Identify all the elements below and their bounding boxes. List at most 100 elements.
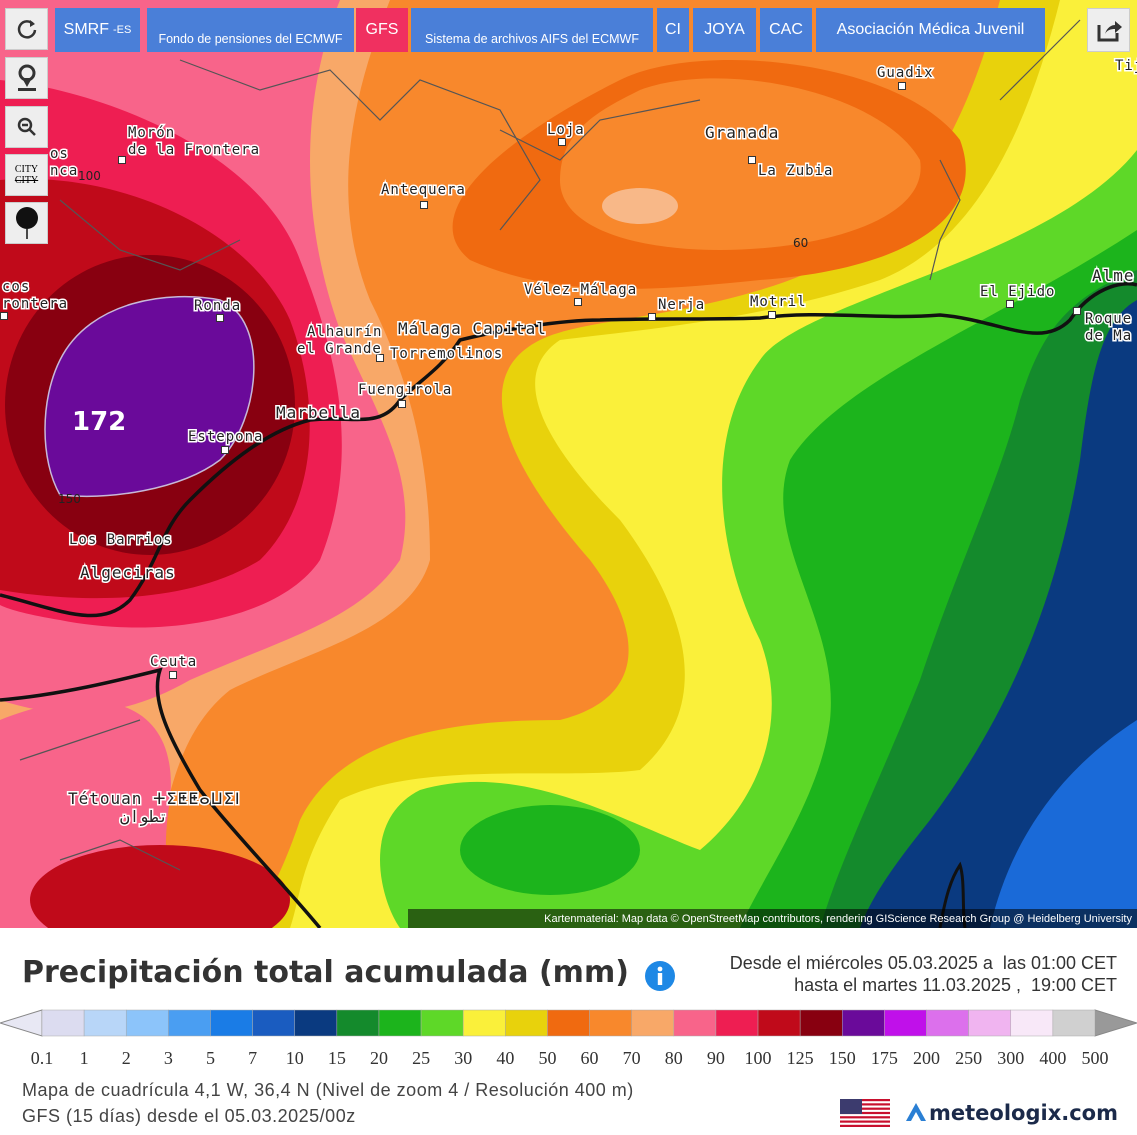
area bbox=[990, 720, 1137, 928]
toolbar-button[interactable]: Sistema de archivos AIFS del ECMWF bbox=[411, 8, 653, 52]
toolbar-button[interactable]: CI bbox=[657, 8, 689, 52]
coastline bbox=[0, 282, 1137, 618]
place-label: Antequera bbox=[381, 182, 466, 198]
legend-swatch bbox=[420, 1009, 464, 1037]
place-label: nca bbox=[50, 163, 78, 179]
place-label: El Ejido bbox=[980, 284, 1055, 300]
legend-tick-label: 5 bbox=[206, 1048, 215, 1068]
legend-title-text: Precipitación total acumulada (mm) bbox=[22, 955, 629, 990]
brand-logo[interactable]: meteologix.com bbox=[903, 1099, 1123, 1129]
place-label: Fuengirola bbox=[358, 382, 452, 398]
zoom-button[interactable] bbox=[5, 106, 48, 148]
place-label: Ceuta bbox=[150, 654, 197, 670]
place-label: Tij bbox=[1115, 58, 1137, 74]
toolbar-button[interactable]: Fondo de pensiones del ECMWF bbox=[147, 8, 354, 52]
button-label: Sistema de archivos AIFS del ECMWF bbox=[425, 32, 639, 46]
place-label: La Zubia bbox=[758, 163, 833, 179]
button-label: CI bbox=[665, 21, 681, 38]
legend-arrow-high bbox=[1094, 1009, 1137, 1037]
model-info: GFS (15 días) desde el 05.03.2025/00z bbox=[22, 1106, 356, 1126]
brand: meteologix.com bbox=[929, 1101, 1118, 1125]
button-label: CAC bbox=[769, 21, 803, 38]
contour-label: 100 bbox=[78, 169, 101, 183]
icon bbox=[15, 207, 38, 239]
location-button[interactable] bbox=[5, 57, 48, 99]
coastline bbox=[0, 667, 322, 928]
legend-arrow-low bbox=[0, 1009, 43, 1037]
toolbar-button[interactable]: JOYA bbox=[693, 8, 756, 52]
place-label: Granada bbox=[705, 123, 779, 142]
legend-swatch bbox=[842, 1009, 885, 1037]
button-label: Asociación Médica Juvenil bbox=[836, 21, 1025, 38]
legend-swatch bbox=[799, 1009, 843, 1037]
legend-title: Precipitación total acumulada (mm) bbox=[22, 955, 629, 990]
legend-tick-label: 2 bbox=[122, 1048, 131, 1068]
legend-tick-label: 125 bbox=[787, 1048, 814, 1068]
legend-swatch bbox=[757, 1009, 801, 1037]
legend-swatch bbox=[926, 1009, 969, 1037]
place-marker bbox=[1073, 307, 1081, 315]
flag-us[interactable] bbox=[840, 1099, 890, 1127]
contour-label: 60 bbox=[793, 236, 808, 250]
place-label: Marbella bbox=[276, 403, 361, 422]
button-label: JOYA bbox=[704, 21, 745, 38]
legend-swatch bbox=[589, 1009, 632, 1037]
max-value: 172 bbox=[72, 407, 126, 437]
place-label: Motril bbox=[750, 294, 807, 310]
share-button[interactable] bbox=[1087, 8, 1130, 52]
toolbar-button[interactable]: SMRF -ES bbox=[55, 8, 140, 52]
place-label: Loja bbox=[547, 122, 585, 138]
place-label: Los Barrios bbox=[69, 532, 173, 548]
legend-tick-label: 90 bbox=[707, 1048, 725, 1068]
icon bbox=[17, 64, 36, 91]
legend-tick-label: 400 bbox=[1039, 1048, 1066, 1068]
legend-swatch bbox=[210, 1009, 253, 1037]
legend-tick-label: 300 bbox=[997, 1048, 1024, 1068]
place-label: Ronda bbox=[194, 298, 241, 314]
grid-info: Mapa de cuadrícula 4,1 W, 36,4 N (Nivel … bbox=[22, 1080, 634, 1100]
city-button[interactable]: CITY CITY bbox=[5, 154, 48, 196]
place-marker bbox=[558, 138, 566, 146]
legend-tick-label: 20 bbox=[370, 1048, 388, 1068]
legend-swatch bbox=[715, 1009, 759, 1037]
place-marker bbox=[221, 446, 229, 454]
place-marker bbox=[118, 156, 126, 164]
toolbar-button[interactable]: CAC bbox=[760, 8, 812, 52]
legend-tick-label: 500 bbox=[1082, 1048, 1109, 1068]
legend-tick-label: 30 bbox=[454, 1048, 472, 1068]
legend-swatch bbox=[41, 1009, 85, 1037]
refresh-button[interactable] bbox=[5, 8, 48, 50]
legend-tick-label: 40 bbox=[496, 1048, 514, 1068]
info-icon[interactable] bbox=[644, 960, 676, 992]
toolbar-button[interactable]: GFS bbox=[356, 8, 408, 52]
place-label: Guadix bbox=[877, 65, 934, 81]
place-marker bbox=[748, 156, 756, 164]
button-label: SMRF bbox=[63, 21, 109, 38]
icon bbox=[1097, 21, 1122, 42]
legend-tick-label: 1 bbox=[80, 1048, 89, 1068]
place-marker bbox=[0, 312, 8, 320]
button-suffix: -ES bbox=[112, 24, 132, 36]
legend-tick-label: 175 bbox=[871, 1048, 898, 1068]
attribution: Kartenmaterial: Map data © OpenStreetMap… bbox=[544, 913, 1132, 925]
place-marker bbox=[648, 313, 656, 321]
legend-swatch bbox=[336, 1009, 380, 1037]
marker-button[interactable] bbox=[5, 202, 48, 244]
legend-swatch bbox=[294, 1009, 338, 1037]
place-label: os bbox=[50, 146, 69, 162]
place-marker bbox=[574, 298, 582, 306]
contour-label: 150 bbox=[58, 492, 81, 506]
legend-swatch bbox=[252, 1009, 295, 1037]
place-label: Tétouan ⵜⵉⵟⵟⴰⵡⵉⵏ bbox=[68, 789, 241, 808]
toolbar-button[interactable]: Asociación Médica Juvenil bbox=[816, 8, 1045, 52]
legend-swatch bbox=[1052, 1009, 1096, 1037]
legend-tick-label: 15 bbox=[328, 1048, 346, 1068]
legend-tick-label: 50 bbox=[538, 1048, 556, 1068]
legend-tick-label: 60 bbox=[581, 1048, 599, 1068]
legend-tick-label: 25 bbox=[412, 1048, 430, 1068]
area bbox=[44, 295, 255, 497]
period-start: Desde el miércoles 05.03.2025 a las 01:0… bbox=[729, 953, 1117, 973]
place-label: Torremolinos bbox=[390, 346, 503, 362]
